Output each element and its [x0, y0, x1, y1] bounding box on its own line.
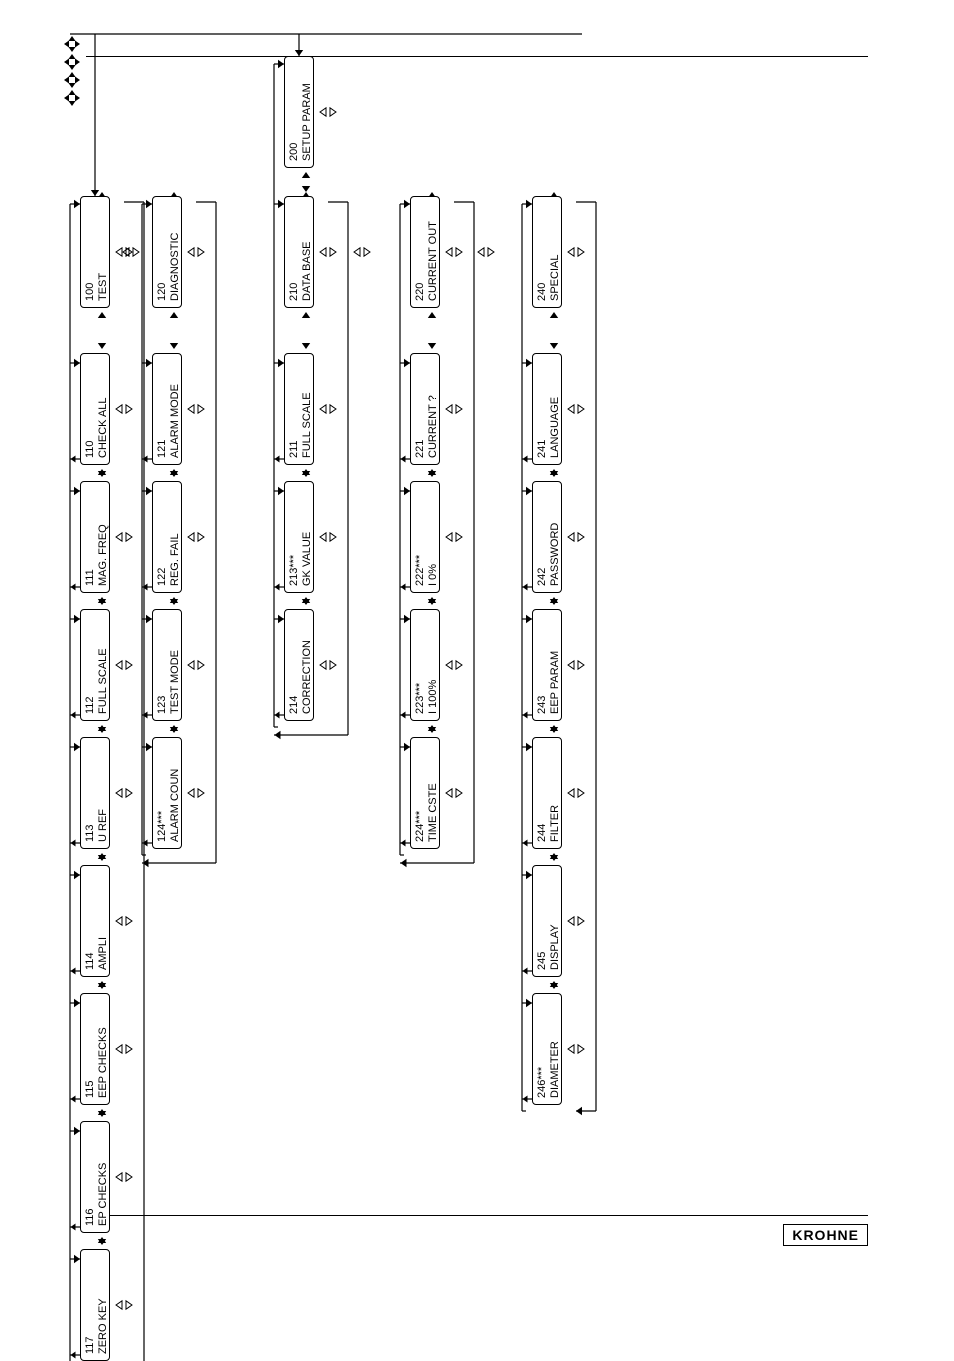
node-245: 245DISPLAY [532, 865, 562, 977]
node-code: 244 [536, 744, 549, 842]
node-code: 241 [536, 360, 549, 458]
node-label: SPECIAL [549, 203, 562, 301]
node-code: 243 [536, 616, 549, 714]
node-label: ZERO KEY [97, 1256, 110, 1354]
node-100: 100TEST [80, 196, 110, 308]
node-code: 214 [288, 616, 301, 714]
node-label: I 0% [427, 488, 440, 586]
node-246***: 246***DIAMETER [532, 993, 562, 1105]
node-label: SETUP PARAM [301, 63, 314, 161]
node-code: 115 [84, 1000, 97, 1098]
node-code: 124*** [156, 744, 169, 842]
node-code: 242 [536, 488, 549, 586]
node-113: 113U REF [80, 737, 110, 849]
node-label: DIAGNOSTIC [169, 203, 182, 301]
node-code: 223*** [414, 616, 427, 714]
node-214: 214CORRECTION [284, 609, 314, 721]
node-label: CURRENT ? [427, 360, 440, 458]
node-label: EEP CHECKS [97, 1000, 110, 1098]
node-label: FULL SCALE [97, 616, 110, 714]
node-124***: 124***ALARM COUN [152, 737, 182, 849]
node-240: 240SPECIAL [532, 196, 562, 308]
node-label: AMPLI [97, 872, 110, 970]
node-220: 220CURRENT OUT [410, 196, 440, 308]
node-label: CORRECTION [301, 616, 314, 714]
node-110: 110CHECK ALL [80, 353, 110, 465]
node-label: DIAMETER [549, 1000, 562, 1098]
node-code: 113 [84, 744, 97, 842]
node-label: FILTER [549, 744, 562, 842]
node-label: ALARM MODE [169, 360, 182, 458]
node-code: 122 [156, 488, 169, 586]
node-213***: 213***GK VALUE [284, 481, 314, 593]
node-code: 245 [536, 872, 549, 970]
node-label: U REF [97, 744, 110, 842]
node-123: 123TEST MODE [152, 609, 182, 721]
node-243: 243EEP PARAM [532, 609, 562, 721]
node-label: CHECK ALL [97, 360, 110, 458]
node-210: 210DATA BASE [284, 196, 314, 308]
node-241: 241LANGUAGE [532, 353, 562, 465]
node-label: TEST MODE [169, 616, 182, 714]
node-code: 224*** [414, 744, 427, 842]
node-label: MAG. FREQ [97, 488, 110, 586]
node-122: 122REG. FAIL [152, 481, 182, 593]
node-223***: 223***I 100% [410, 609, 440, 721]
node-label: GK VALUE [301, 488, 314, 586]
node-code: 213*** [288, 488, 301, 586]
node-code: 221 [414, 360, 427, 458]
node-label: CURRENT OUT [427, 203, 440, 301]
node-114: 114AMPLI [80, 865, 110, 977]
node-label: I 100% [427, 616, 440, 714]
node-121: 121ALARM MODE [152, 353, 182, 465]
top-rule [86, 56, 868, 57]
node-224***: 224***TIME CSTE [410, 737, 440, 849]
node-code: 222*** [414, 488, 427, 586]
node-code: 120 [156, 203, 169, 301]
node-116: 116EP CHECKS [80, 1121, 110, 1233]
node-label: FULL SCALE [301, 360, 314, 458]
bottom-rule [86, 1215, 868, 1216]
node-code: 210 [288, 203, 301, 301]
node-code: 240 [536, 203, 549, 301]
node-222***: 222***I 0% [410, 481, 440, 593]
node-code: 116 [84, 1128, 97, 1226]
node-code: 110 [84, 360, 97, 458]
node-code: 112 [84, 616, 97, 714]
node-label: DISPLAY [549, 872, 562, 970]
brand-logo: KROHNE [783, 1224, 868, 1246]
node-code: 200 [288, 63, 301, 161]
node-label: REG. FAIL [169, 488, 182, 586]
node-code: 123 [156, 616, 169, 714]
menu-tree-diagram: 200SETUP PARAM100TEST110CHECK ALL111MAG.… [80, 158, 860, 1158]
node-115: 115EEP CHECKS [80, 993, 110, 1105]
node-120: 120DIAGNOSTIC [152, 196, 182, 308]
node-label: LANGUAGE [549, 360, 562, 458]
node-117: 117ZERO KEY [80, 1249, 110, 1361]
node-200-setup-param: 200SETUP PARAM [284, 56, 314, 168]
node-112: 112FULL SCALE [80, 609, 110, 721]
node-211: 211FULL SCALE [284, 353, 314, 465]
node-label: ALARM COUN [169, 744, 182, 842]
node-label: EEP PARAM [549, 616, 562, 714]
node-label: EP CHECKS [97, 1128, 110, 1226]
node-code: 246*** [536, 1000, 549, 1098]
node-code: 211 [288, 360, 301, 458]
node-221: 221CURRENT ? [410, 353, 440, 465]
node-label: DATA BASE [301, 203, 314, 301]
node-label: PASSWORD [549, 488, 562, 586]
node-244: 244FILTER [532, 737, 562, 849]
node-242: 242PASSWORD [532, 481, 562, 593]
node-code: 114 [84, 872, 97, 970]
node-code: 100 [84, 203, 97, 301]
node-label: TEST [97, 203, 110, 301]
node-label: TIME CSTE [427, 744, 440, 842]
node-code: 111 [84, 488, 97, 586]
node-code: 220 [414, 203, 427, 301]
node-code: 121 [156, 360, 169, 458]
node-code: 117 [84, 1256, 97, 1354]
node-111: 111MAG. FREQ [80, 481, 110, 593]
